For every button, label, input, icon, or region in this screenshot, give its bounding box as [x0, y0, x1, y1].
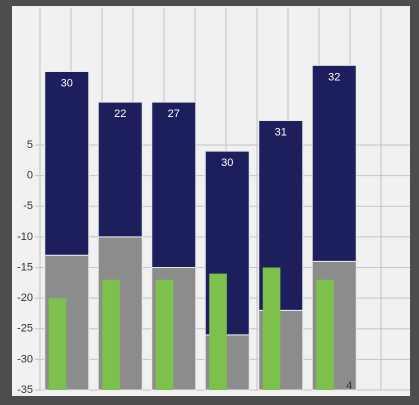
x-tick-label: 4: [346, 380, 352, 392]
bar-segment: [44, 71, 90, 256]
inner-bar: [316, 279, 334, 390]
y-tick-label: -25: [17, 323, 33, 335]
bar-segment: [151, 101, 197, 268]
value-label: 30: [221, 157, 233, 169]
y-tick-label: 0: [27, 170, 33, 182]
value-label: 32: [328, 71, 340, 83]
labels: -35 -30 -25 -20 -15 -10 -5 0 5 30 22 27 30 31 32 4: [17, 71, 352, 396]
inner-bar: [155, 279, 174, 390]
y-tick-label: 5: [27, 139, 33, 151]
y-tick-label: -5: [23, 200, 33, 212]
inner-bar: [102, 279, 120, 390]
y-tick-label: -20: [17, 292, 33, 304]
value-label: 22: [114, 108, 126, 120]
y-tick-label: -30: [17, 353, 33, 365]
inner-bar: [48, 298, 67, 390]
value-label: 30: [61, 77, 73, 89]
inner-bar: [262, 267, 281, 390]
y-tick-label: -15: [17, 261, 33, 273]
y-tick-label: -10: [17, 231, 33, 243]
value-label: 27: [168, 108, 180, 120]
bar-segment: [97, 101, 143, 238]
inner-bar: [209, 273, 227, 390]
value-label: 31: [275, 126, 287, 138]
y-tick-label: -35: [17, 384, 33, 396]
marks: [44, 64, 357, 391]
bar-segment: [311, 64, 357, 262]
